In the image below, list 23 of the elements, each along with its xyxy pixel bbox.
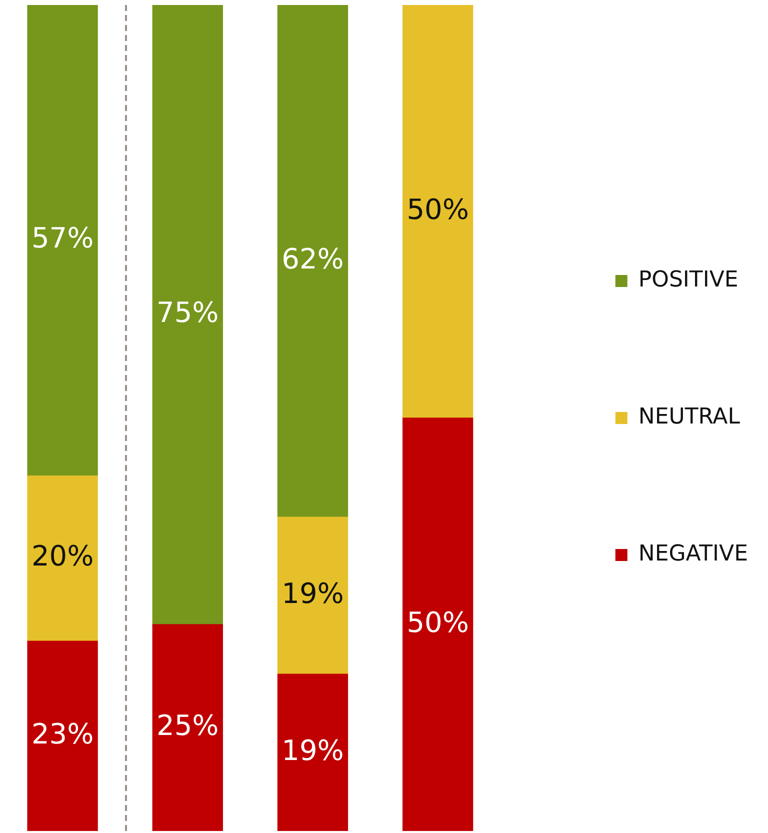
data-label: 50% (406, 606, 469, 639)
legend-label: POSITIVE (638, 268, 738, 293)
bar (27, 475, 98, 642)
data-label: 19% (282, 734, 344, 767)
data-label: 20% (31, 540, 94, 573)
legend-label: NEGATIVE (638, 542, 748, 567)
bar (402, 5, 474, 418)
data-label: 25% (156, 709, 219, 742)
bar (277, 674, 348, 831)
bar (27, 640, 98, 831)
bar (152, 5, 223, 625)
data-label: 57% (31, 222, 94, 255)
data-label: 19% (282, 576, 344, 610)
bar (27, 5, 98, 476)
bar (152, 624, 223, 831)
bar (277, 5, 348, 518)
data-label: 50% (406, 192, 469, 226)
data-label: 62% (282, 242, 344, 276)
bar (402, 418, 474, 831)
bar (277, 516, 348, 674)
data-label: 75% (156, 296, 219, 330)
legend-label: NEUTRAL (638, 404, 741, 430)
data-label: 23% (31, 717, 94, 750)
